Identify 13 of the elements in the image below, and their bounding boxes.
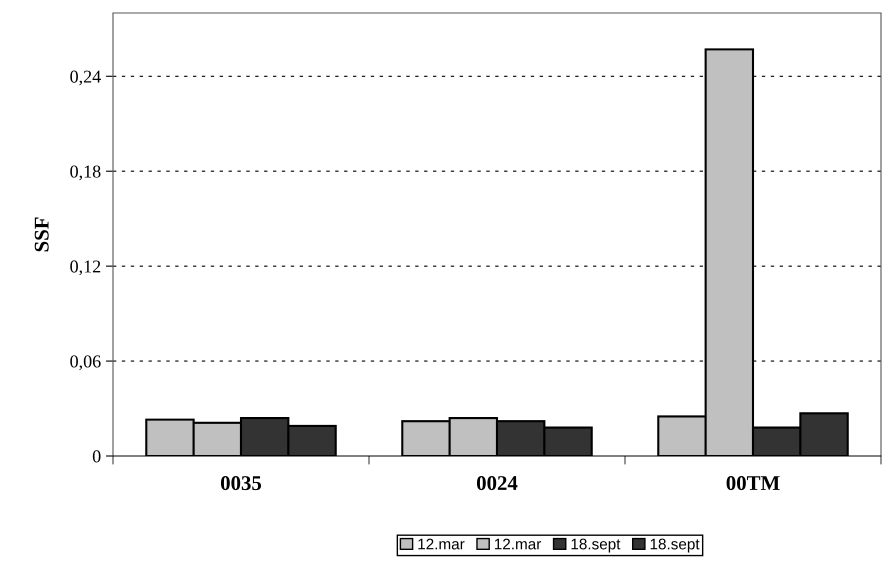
x-tick-label: 0024 (476, 476, 518, 490)
x-tick-label: 00TM (726, 476, 780, 490)
y-tick-label: 0,24 (70, 70, 101, 86)
legend-label: 12.mar (418, 538, 464, 550)
y-tick-label: 0,18 (70, 165, 101, 180)
legend-label: 18.sept (650, 538, 700, 552)
y-axis-title: SSF (34, 218, 49, 252)
y-tick-label: 0,06 (70, 355, 101, 370)
x-tick-label: 0035 (220, 476, 262, 490)
legend-label: 18.sept (572, 538, 620, 552)
y-tick-label: 0,12 (70, 260, 100, 276)
legend-label: 12.mar (494, 538, 542, 550)
y-tick-label: 0 (92, 450, 101, 462)
